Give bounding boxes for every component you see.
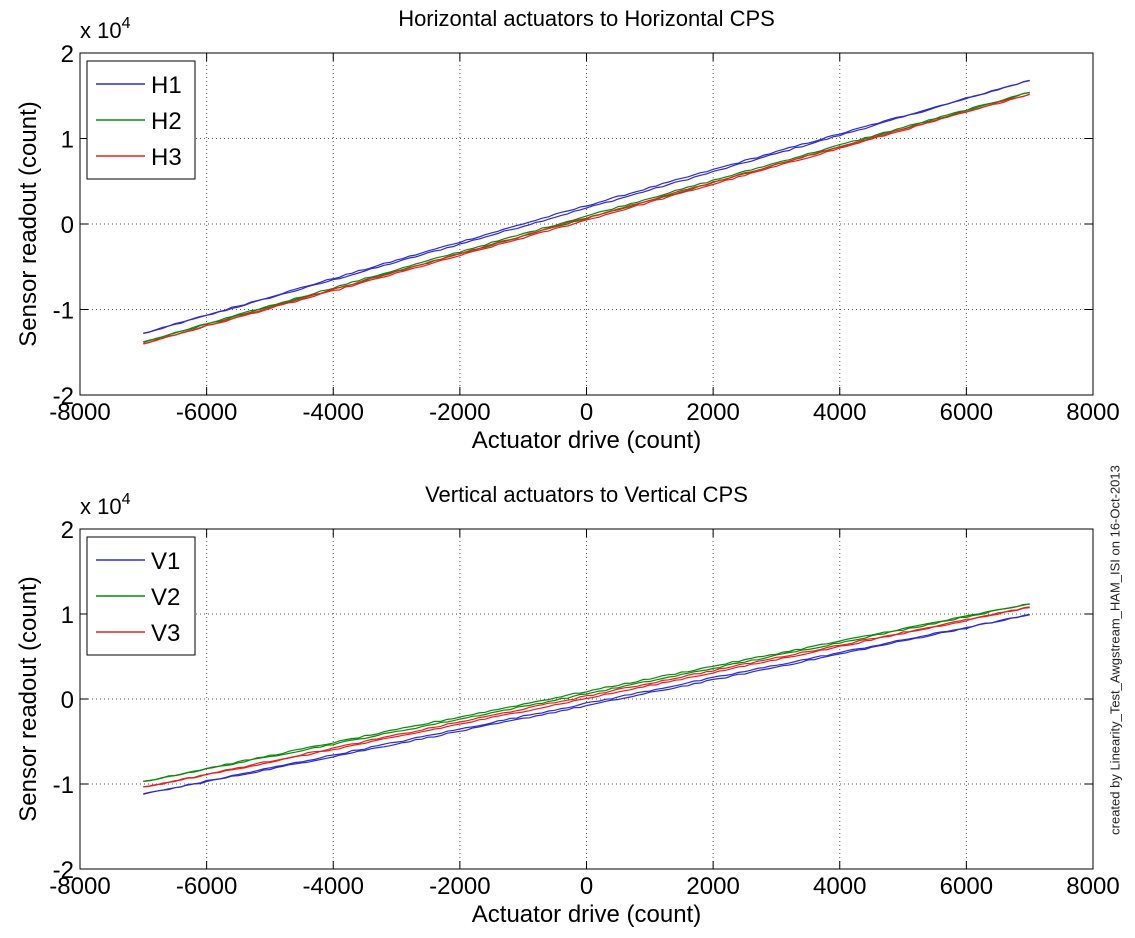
y-tick-label: -2 — [53, 857, 74, 884]
x-tick-label: -8000 — [49, 873, 110, 900]
series-line-v1-forward — [143, 614, 1030, 795]
series-line-v2-return — [143, 603, 1030, 782]
x-tick-label: -4000 — [303, 873, 364, 900]
series-line-h2-forward — [143, 91, 1030, 343]
x-tick-label: -6000 — [176, 399, 237, 426]
y-axis-label: Sensor readout (count) — [15, 576, 42, 821]
series-line-h2-return — [143, 91, 1030, 343]
x-tick-label: -8000 — [49, 399, 110, 426]
x-tick-label: 8000 — [1066, 399, 1119, 426]
series-line-h1-return — [143, 79, 1030, 335]
legend-label-h1: H1 — [151, 72, 182, 99]
series-line-h3-forward — [143, 93, 1030, 344]
legend-label-h3: H3 — [151, 144, 182, 171]
y-tick-label: 1 — [61, 127, 74, 154]
series-line-v1-return — [143, 613, 1030, 795]
y-tick-label: 0 — [61, 212, 74, 239]
chart-title: Vertical actuators to Vertical CPS — [425, 482, 748, 507]
y-tick-label: 0 — [61, 687, 74, 714]
y-tick-label: 1 — [61, 602, 74, 629]
y-exponent-power: 4 — [122, 491, 131, 508]
series-line-h1-forward — [143, 80, 1030, 334]
x-tick-label: -6000 — [176, 873, 237, 900]
x-tick-label: 2000 — [686, 873, 739, 900]
credit-text: created by Linearity_Test_Awgstream_HAM_… — [1107, 465, 1123, 835]
x-tick-label: 8000 — [1066, 873, 1119, 900]
x-axis-label: Actuator drive (count) — [472, 427, 701, 454]
x-tick-label: 2000 — [686, 399, 739, 426]
x-tick-label: 4000 — [813, 399, 866, 426]
x-tick-label: -2000 — [429, 873, 490, 900]
x-tick-label: 6000 — [940, 873, 993, 900]
y-tick-label: -2 — [53, 383, 74, 410]
y-tick-label: 2 — [61, 41, 74, 68]
series-line-v3-return — [143, 606, 1030, 788]
legend: V1 V2 V3 — [86, 536, 196, 656]
x-axis-label: Actuator drive (count) — [472, 901, 701, 928]
legend-label-v3: V3 — [151, 620, 180, 647]
legend: H1 H2 H3 — [86, 60, 196, 180]
y-axis-label: Sensor readout (count) — [15, 101, 42, 346]
x-tick-label: -2000 — [429, 399, 490, 426]
legend-label-h2: H2 — [151, 108, 182, 135]
chart-1: -8000 -6000 -4000 -2000 0 2000 4000 6000 8000 -2 -… — [15, 6, 1120, 454]
series-line-h3-return — [143, 93, 1030, 345]
x-tick-label: 0 — [580, 399, 593, 426]
x-tick-label: 0 — [580, 873, 593, 900]
y-tick-label: 2 — [61, 517, 74, 544]
legend-label-v2: V2 — [151, 584, 180, 611]
y-tick-label: -1 — [53, 298, 74, 325]
series-line-v2-forward — [143, 603, 1030, 782]
chart-title: Horizontal actuators to Horizontal CPS — [398, 6, 775, 31]
chart-2: -8000 -6000 -4000 -2000 0 2000 4000 6000 8000 -2 -… — [15, 482, 1120, 928]
y-exponent-label: x 104 — [80, 491, 131, 519]
plot-area — [80, 53, 1093, 395]
y-exponent-label: x 104 — [80, 15, 131, 43]
y-tick-label: -1 — [53, 772, 74, 799]
x-tick-label: -4000 — [303, 399, 364, 426]
x-tick-label: 6000 — [940, 399, 993, 426]
y-exponent-power: 4 — [122, 15, 131, 32]
x-tick-label: 4000 — [813, 873, 866, 900]
legend-label-v1: V1 — [151, 548, 180, 575]
